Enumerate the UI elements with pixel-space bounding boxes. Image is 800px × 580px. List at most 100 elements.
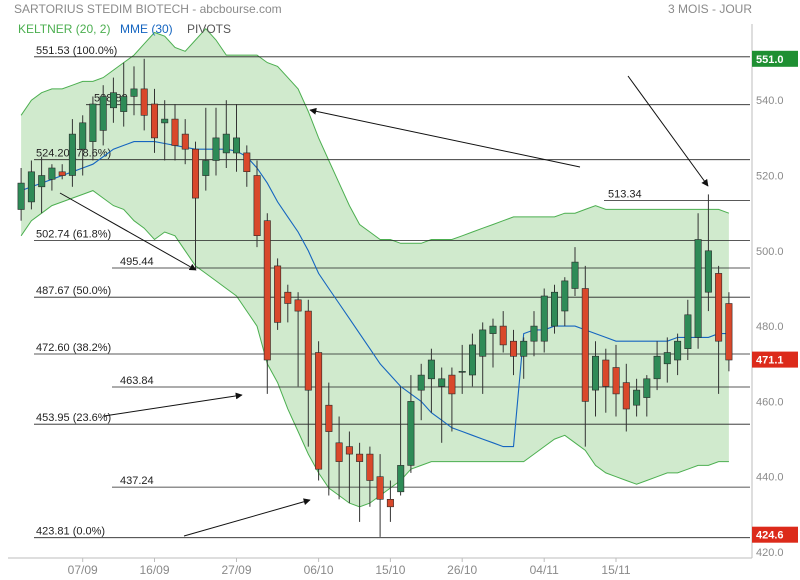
candle-body <box>448 374 456 395</box>
candle <box>89 96 97 161</box>
pivot-label: 423.81 (0.0%) <box>36 526 105 538</box>
price-tag-label: 471.1 <box>756 355 784 367</box>
candle <box>345 431 353 504</box>
candle <box>356 442 364 522</box>
candle-body <box>151 103 159 139</box>
keltner-lower-line <box>20 190 729 508</box>
candle-body <box>263 220 271 361</box>
candle <box>212 107 220 176</box>
candle <box>315 341 323 481</box>
candle <box>335 416 343 500</box>
candle-body <box>540 295 548 342</box>
candle-body <box>684 314 692 349</box>
candle-body <box>571 261 579 289</box>
candle <box>643 375 651 417</box>
price-tag-label: 424.6 <box>756 530 784 542</box>
candle-body <box>181 133 189 150</box>
candle <box>274 258 282 330</box>
candle-body <box>68 133 76 176</box>
candle <box>633 378 641 417</box>
candle <box>612 344 620 417</box>
annotation-arrow <box>59 192 197 271</box>
candle <box>674 333 682 376</box>
candle-body <box>366 453 374 481</box>
candle <box>386 480 394 522</box>
candle-body <box>427 359 435 380</box>
candle <box>715 265 723 394</box>
candle-body <box>499 325 507 346</box>
candle <box>130 66 138 116</box>
candle-body <box>274 265 282 323</box>
candle-body <box>48 167 56 180</box>
y-tick-label: 460.0 <box>756 396 784 408</box>
candle-body <box>489 325 497 334</box>
y-tick-label: 520.0 <box>756 171 784 183</box>
candle <box>397 386 405 496</box>
keltner-upper-line <box>20 27 730 244</box>
pivot-label: 513.34 <box>608 189 642 201</box>
price-tag-high: 551.0 <box>752 50 798 67</box>
price-tag-label: 551.0 <box>756 54 784 66</box>
x-tick-label: 06/10 <box>304 563 334 577</box>
candle <box>38 156 46 214</box>
candle <box>550 284 558 334</box>
candle-body <box>397 465 405 493</box>
candle-body <box>407 401 415 466</box>
candle <box>694 213 702 349</box>
candle-body <box>663 352 671 365</box>
annotation-arrows <box>59 75 709 537</box>
candles <box>17 58 733 537</box>
legend-ema: MME (30) <box>120 22 173 36</box>
annotation-arrow <box>183 498 311 537</box>
candle-body <box>171 118 179 146</box>
candle <box>704 194 712 312</box>
x-tick-label: 04/11 <box>530 563 559 577</box>
candle <box>622 363 630 432</box>
candle <box>79 115 87 176</box>
candle <box>27 160 35 210</box>
candle-body <box>386 498 394 508</box>
candle <box>120 62 128 127</box>
candle-body <box>694 239 702 338</box>
candle-body <box>140 88 148 116</box>
candle <box>581 265 589 447</box>
candle-body <box>27 171 35 203</box>
candle-body <box>633 389 641 406</box>
y-tick-label: 440.0 <box>756 472 784 484</box>
candle <box>376 454 384 537</box>
pivot-label: 487.67 (50.0%) <box>36 285 111 297</box>
candle <box>263 213 271 394</box>
candle-body <box>38 175 46 188</box>
candle-body <box>356 453 364 462</box>
candle-body <box>725 303 733 361</box>
candle-body <box>509 340 517 357</box>
candle <box>427 348 435 413</box>
candle <box>458 344 466 394</box>
price-tag-bg <box>752 526 798 543</box>
candle-body <box>715 273 723 342</box>
candle-body <box>520 340 528 357</box>
candle <box>99 85 107 146</box>
candle <box>243 145 251 187</box>
candle <box>663 337 671 383</box>
candle-body <box>561 280 569 312</box>
candle <box>202 107 210 191</box>
candle-body <box>233 137 241 154</box>
candle <box>479 322 487 394</box>
candle <box>591 341 599 417</box>
pivot-label: 463.84 <box>120 375 154 387</box>
candle-body <box>294 299 302 312</box>
candle-body <box>161 118 169 124</box>
candle <box>110 77 118 123</box>
candle-body <box>325 404 333 432</box>
ema-line <box>20 141 729 448</box>
candle <box>530 311 538 357</box>
candle <box>151 88 159 153</box>
candle <box>468 333 476 387</box>
candle <box>222 100 230 168</box>
x-tick-label: 16/09 <box>139 563 169 577</box>
legend-keltner: KELTNER (20, 2) <box>18 22 110 36</box>
candle-body <box>110 92 118 109</box>
candle-body <box>79 122 87 150</box>
annotation-arrow <box>627 75 709 187</box>
